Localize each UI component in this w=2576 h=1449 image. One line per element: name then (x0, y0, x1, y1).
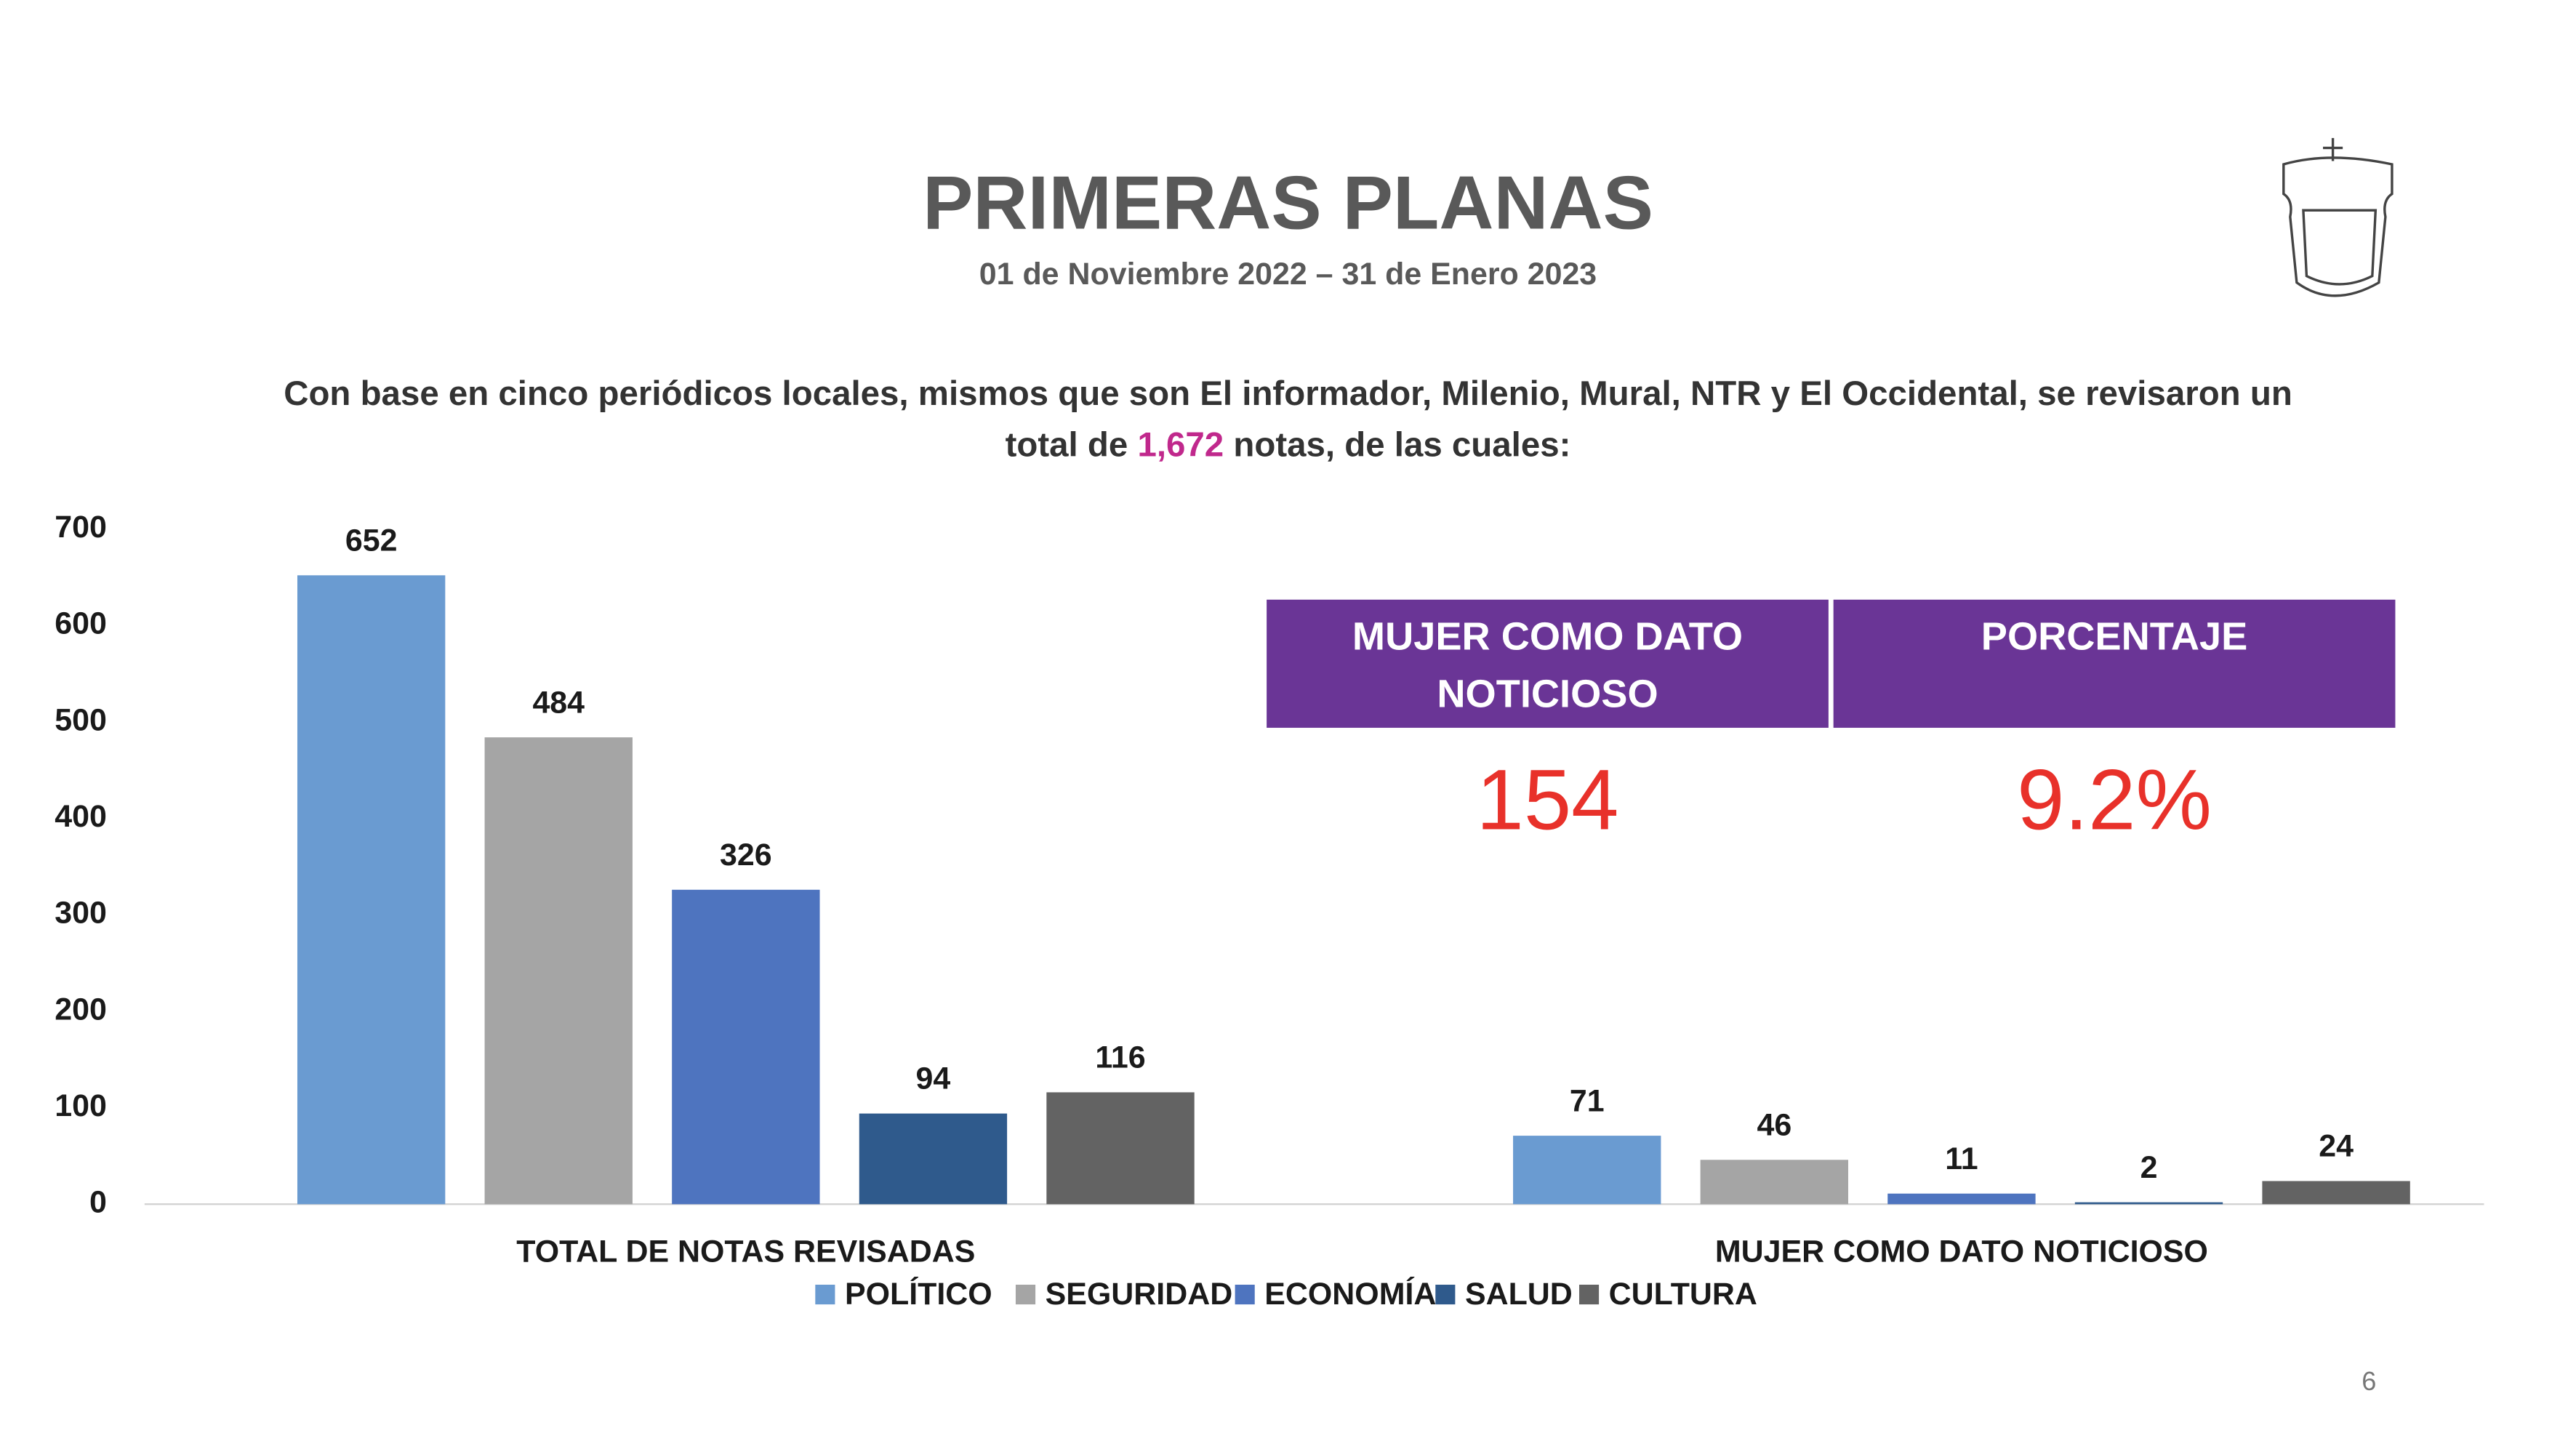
y-tick-label: 200 (55, 992, 107, 1027)
slide-subtitle: 01 de Noviembre 2022 – 31 de Enero 2023 (979, 257, 1597, 292)
y-tick-label: 400 (55, 799, 107, 834)
bar (484, 737, 633, 1205)
data-label: 326 (720, 838, 772, 872)
table-header-cell (1267, 599, 1829, 728)
y-tick-label: 0 (89, 1185, 107, 1220)
legend-swatch (1235, 1285, 1255, 1305)
table-header-cell (1833, 599, 2396, 728)
legend-label: SALUD (1465, 1277, 1573, 1312)
y-tick-label: 500 (55, 702, 107, 737)
page-number: 6 (2362, 1366, 2376, 1396)
intro-highlight: 1,672 (1137, 425, 1224, 464)
x-tick-label: TOTAL DE NOTAS REVISADAS (516, 1234, 975, 1269)
legend-swatch (815, 1285, 835, 1305)
data-label: 2 (2140, 1150, 2158, 1185)
data-label: 71 (1570, 1083, 1605, 1118)
bar (1887, 1193, 2036, 1205)
table-value: 154 (1476, 752, 1618, 848)
data-label: 11 (1945, 1141, 1978, 1176)
intro-line: total de 1,672 notas, de las cuales: (1006, 425, 1571, 464)
legend-label: SEGURIDAD (1046, 1277, 1233, 1312)
intro-text: total de (1006, 425, 1128, 464)
legend-swatch (1435, 1285, 1456, 1305)
legend-swatch (1015, 1285, 1036, 1305)
x-tick-label: MUJER COMO DATO NOTICIOSO (1715, 1234, 2208, 1269)
y-tick-label: 300 (55, 896, 107, 931)
table-header: PORCENTAJE (1981, 614, 2248, 658)
table-header: MUJER COMO DATO (1352, 614, 1743, 658)
legend-label: CULTURA (1609, 1277, 1757, 1312)
y-tick-label: 600 (55, 606, 107, 641)
bar (2074, 1202, 2223, 1205)
y-tick-label: 100 (55, 1088, 107, 1123)
legend-label: POLÍTICO (845, 1277, 992, 1312)
bar (672, 889, 820, 1205)
data-label: 116 (1095, 1040, 1145, 1075)
data-label: 484 (532, 685, 585, 720)
data-label: 46 (1757, 1107, 1791, 1142)
bar (297, 575, 446, 1205)
y-tick-label: 700 (55, 510, 107, 545)
intro-text: notas, de las cuales: (1233, 425, 1570, 464)
slide-title: PRIMERAS PLANAS (923, 161, 1653, 245)
table-header: NOTICIOSO (1437, 672, 1658, 715)
bar (2262, 1181, 2410, 1205)
intro-line: Con base en cinco periódicos locales, mi… (284, 374, 2292, 413)
bar (1700, 1160, 1849, 1205)
legend-swatch (1579, 1285, 1600, 1305)
data-label: 652 (345, 523, 398, 558)
legend-label: ECONOMÍA (1264, 1277, 1436, 1312)
bar (859, 1113, 1008, 1205)
bar (1513, 1136, 1661, 1205)
table-value: 9.2% (2017, 752, 2212, 848)
bar (1046, 1092, 1195, 1205)
data-label: 94 (916, 1061, 951, 1096)
logo (2282, 137, 2394, 297)
data-label: 24 (2319, 1129, 2354, 1164)
